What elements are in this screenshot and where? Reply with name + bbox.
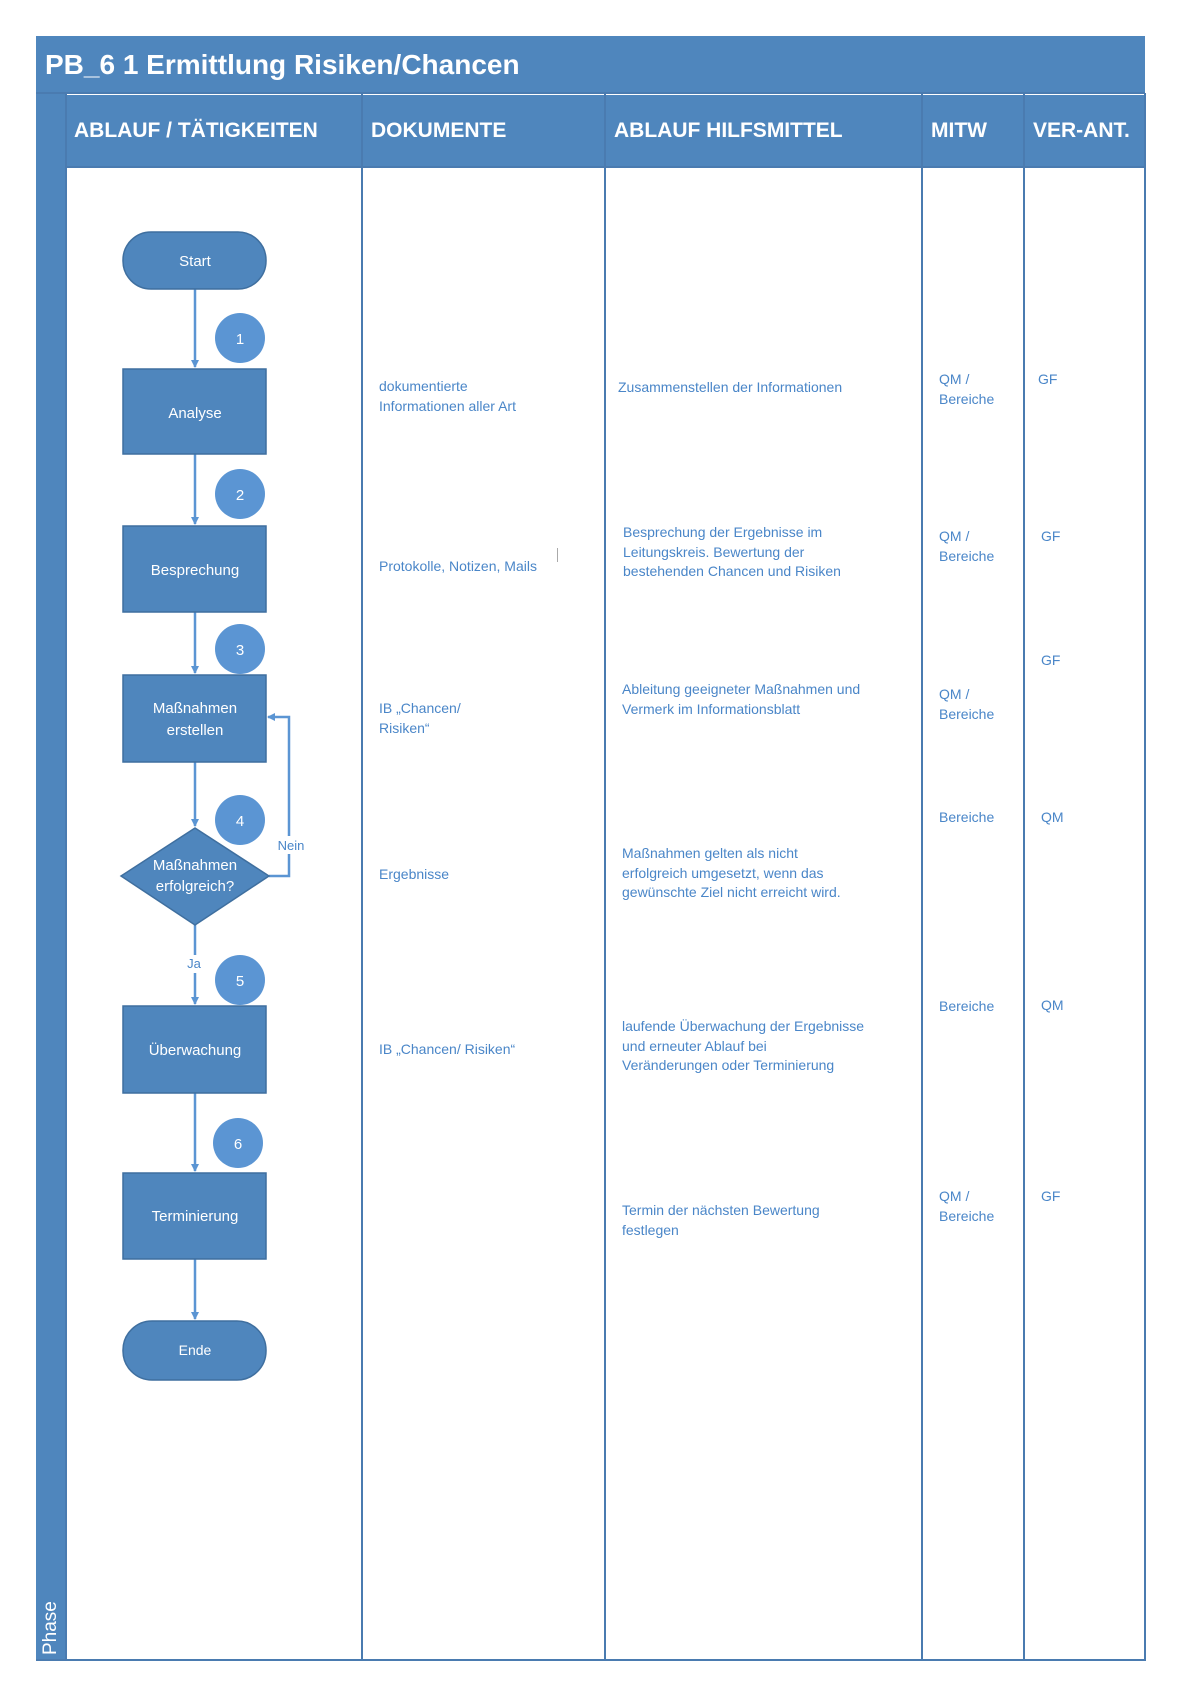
start-label: Start — [179, 253, 212, 270]
step-number: 4 — [236, 813, 244, 830]
step-number: 2 — [236, 487, 244, 504]
process-box-besprechung — [122, 525, 267, 613]
start-terminal — [122, 231, 267, 290]
divider — [1144, 93, 1146, 1661]
decision-label: Maßnahmen — [153, 857, 237, 874]
mitw-cell: QM / Bereiche — [939, 686, 995, 722]
column-header-dokumente: DOKUMENTE — [363, 95, 604, 166]
decision-diamond — [119, 827, 271, 926]
column-header-ablauf: ABLAUF / TÄTIGKEITEN — [66, 95, 361, 166]
column-header-hilfsmittel: ABLAUF HILFSMITTEL — [606, 95, 921, 166]
doc-cell: Ergebnisse — [379, 866, 450, 882]
divider — [36, 92, 1145, 94]
doc-cell: dokumentierte Informationen aller Art — [379, 378, 516, 414]
column-header-verant: VER-ANT. — [1025, 95, 1145, 166]
step-number: 6 — [234, 1136, 242, 1153]
doc-cell: IB „Chancen/ Risiken“ — [379, 1041, 516, 1057]
mitw-cell: QM / Bereiche — [939, 528, 995, 564]
loop-arrow-no — [267, 713, 291, 878]
mitw-cell: QM / Bereiche — [939, 371, 995, 407]
aid-cell: Maßnahmen gelten als nicht erfolgreich u… — [622, 845, 841, 900]
divider — [361, 93, 363, 1661]
divider — [604, 93, 606, 1661]
step-label: Maßnahmen — [153, 700, 237, 717]
ver-cell: GF — [1041, 652, 1061, 668]
step-label: Besprechung — [151, 562, 239, 579]
ver-cell: GF — [1041, 1188, 1061, 1204]
ver-cell: GF — [1041, 528, 1061, 544]
step-circle — [215, 955, 265, 1005]
divider — [36, 1659, 1145, 1661]
step-number: 3 — [236, 642, 244, 659]
yes-label: Ja — [187, 956, 202, 971]
decision-label: erfolgreich? — [156, 878, 234, 895]
step-circle — [215, 313, 265, 363]
ver-cell: QM — [1041, 809, 1064, 825]
step-circle — [213, 1118, 263, 1168]
divider — [65, 93, 67, 1661]
step-label: erstellen — [167, 722, 224, 739]
step-label: Analyse — [168, 405, 221, 422]
aid-cell: Besprechung der Ergebnisse im Leitungskr… — [623, 524, 841, 579]
process-box-analyse — [122, 368, 267, 455]
aid-cell: laufende Überwachung der Ergebnisse und … — [622, 1018, 865, 1073]
end-label: Ende — [179, 1342, 212, 1358]
ver-cell: QM — [1041, 997, 1064, 1013]
mitw-cell: QM / Bereiche — [939, 1188, 995, 1224]
process-box-terminierung — [122, 1172, 267, 1260]
mitw-cell: Bereiche — [939, 998, 995, 1014]
mitw-cell: Bereiche — [939, 809, 995, 825]
divider — [921, 93, 923, 1661]
process-box-ueberwachung — [122, 1005, 267, 1094]
no-label: Nein — [278, 838, 305, 853]
column-header-mitw: MITW — [923, 95, 1023, 166]
step-circle — [215, 795, 265, 845]
divider — [557, 548, 558, 562]
doc-cell: IB „Chancen/ Risiken“ — [379, 700, 461, 736]
divider — [1023, 93, 1025, 1661]
step-circle — [215, 624, 265, 674]
step-number: 1 — [236, 331, 244, 348]
step-number: 5 — [236, 973, 244, 990]
step-label: Überwachung — [149, 1041, 242, 1059]
aid-cell: Termin der nächsten Bewertung festlegen — [622, 1202, 820, 1238]
aid-cell: Ableitung geeigneter Maßnahmen und Verme… — [622, 681, 861, 717]
process-box-massnahmen — [122, 674, 267, 763]
step-label: Terminierung — [152, 1208, 239, 1225]
phase-column — [36, 93, 66, 1661]
end-terminal — [122, 1320, 267, 1381]
page-title: PB_6 1 Ermittlung Risiken/Chancen — [36, 36, 1145, 93]
doc-cell: Protokolle, Notizen, Mails — [379, 558, 537, 574]
aid-cell: Zusammenstellen der Informationen — [618, 379, 843, 395]
ver-cell: GF — [1038, 371, 1058, 387]
step-circle — [215, 469, 265, 519]
